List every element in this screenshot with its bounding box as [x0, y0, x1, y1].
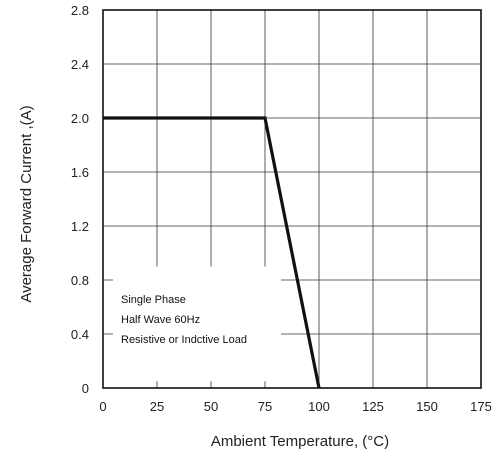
y-tick-label: 1.2	[71, 219, 89, 234]
x-tick-label: 50	[204, 399, 218, 414]
series-group	[103, 116, 321, 389]
annotation-line: Half Wave 60Hz	[121, 314, 200, 326]
x-tick-label: 150	[416, 399, 438, 414]
annotation-line: Single Phase	[121, 294, 186, 306]
x-axis-label: Ambient Temperature, (°C)	[211, 433, 389, 450]
y-tick-label: 2.8	[71, 3, 89, 18]
series-line	[103, 116, 321, 389]
x-tick-labels: 0 25 50 75 100 125 150 175	[99, 399, 491, 414]
y-tick-label: 2.4	[71, 57, 89, 72]
x-tick-label: 25	[150, 399, 164, 414]
y-tick-label: 0	[82, 381, 89, 396]
x-tick-label: 75	[258, 399, 272, 414]
y-tick-label: 0.4	[71, 327, 89, 342]
plot-frame	[102, 9, 482, 389]
y-tick-label: 2.0	[71, 111, 89, 126]
annotation-line: Resistive or Indctive Load	[121, 334, 247, 346]
x-tick-label: 0	[99, 399, 106, 414]
y-tick-labels: 0 0.4 0.8 1.2 1.6 2.0 2.4 2.8	[71, 3, 89, 396]
x-tick-label: 100	[308, 399, 330, 414]
annotation-background	[113, 266, 281, 382]
x-tick-label: 125	[362, 399, 384, 414]
x-tick-label: 175	[470, 399, 492, 414]
y-tick-label: 0.8	[71, 273, 89, 288]
y-axis-label: Average Forward Current ,(A)	[18, 105, 35, 302]
annotation-box: Single Phase Half Wave 60Hz Resistive or I…	[113, 266, 281, 382]
y-tick-label: 1.6	[71, 165, 89, 180]
